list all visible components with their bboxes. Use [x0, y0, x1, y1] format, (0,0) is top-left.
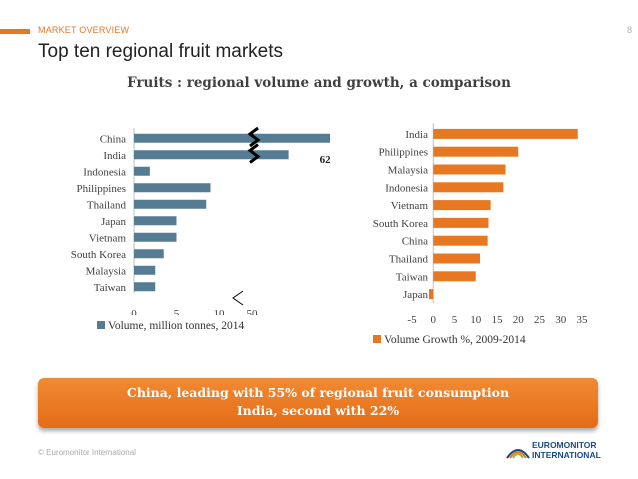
volume-legend: Volume, million tonnes, 2014 — [97, 320, 244, 332]
growth-x-tick--5: -5 — [407, 314, 417, 325]
callout-line-2: India, second with 22% — [236, 403, 400, 418]
volume-category-south-korea: South Korea — [71, 249, 126, 261]
volume-bar-vietnam — [134, 232, 177, 242]
growth-x-tick-25: 25 — [534, 314, 546, 325]
volume-bar-japan — [134, 216, 177, 226]
header-accent-bar — [0, 29, 30, 34]
volume-legend-label: Volume, million tonnes, 2014 — [108, 320, 245, 332]
volume-bar-india — [134, 150, 289, 160]
volume-category-china: China — [100, 133, 126, 145]
volume-bar-philippines — [134, 183, 211, 193]
growth-category-philippines: Philippines — [378, 147, 428, 159]
growth-bar-japan — [429, 289, 434, 300]
growth-x-tick-30: 30 — [555, 314, 567, 325]
growth-bar-vietnam — [433, 200, 491, 211]
section-label: MARKET OVERVIEW — [38, 25, 130, 35]
growth-x-tick-20: 20 — [513, 314, 525, 325]
copyright-footer: © Euromonitor International — [38, 448, 136, 457]
growth-category-thailand: Thailand — [389, 254, 429, 266]
euromonitor-logo: EUROMONITOR INTERNATIONAL — [532, 440, 601, 460]
growth-category-taiwan: Taiwan — [396, 271, 429, 283]
volume-category-vietnam: Vietnam — [89, 232, 127, 244]
volume-x-tick-50: 50 — [247, 308, 259, 315]
key-insight-callout: China, leading with 55% of regional frui… — [38, 378, 598, 428]
logo-line-2: INTERNATIONAL — [532, 450, 601, 460]
volume-category-thailand: Thailand — [87, 199, 127, 211]
growth-bar-south-korea — [433, 217, 489, 228]
growth-category-indonesia: Indonesia — [385, 182, 428, 194]
callout-line-1: China, leading with 55% of regional frui… — [126, 385, 510, 400]
volume-category-philippines: Philippines — [76, 183, 126, 195]
growth-legend-swatch — [373, 335, 381, 343]
growth-bar-indonesia — [433, 182, 504, 193]
growth-category-vietnam: Vietnam — [391, 200, 429, 212]
growth-chart: India Philippines Malaysia Indonesia Vietnam… — [373, 123, 589, 325]
volume-bar-thailand — [134, 199, 207, 209]
volume-category-indonesia: Indonesia — [83, 166, 126, 178]
volume-category-taiwan: Taiwan — [94, 282, 127, 294]
volume-bar-south-korea — [134, 249, 164, 259]
growth-x-tick-10: 10 — [470, 314, 482, 325]
growth-category-south-korea: South Korea — [373, 218, 428, 230]
growth-x-tick-35: 35 — [577, 314, 589, 325]
volume-bar-china — [134, 133, 330, 143]
axis-break-marker — [232, 290, 244, 306]
volume-data-label-1: 62 — [320, 154, 330, 166]
volume-legend-swatch — [97, 321, 105, 329]
growth-category-india: India — [405, 129, 428, 141]
growth-bar-china — [433, 235, 488, 246]
volume-category-india: India — [103, 150, 126, 162]
volume-category-malaysia: Malaysia — [86, 265, 126, 277]
axis-break-squiggle-1 — [247, 143, 261, 164]
growth-category-malaysia: Malaysia — [388, 165, 428, 177]
growth-x-tick-15: 15 — [492, 314, 504, 325]
volume-x-tick-10: 10 — [214, 308, 226, 315]
chart-subtitle: Fruits : regional volume and growth, a c… — [127, 75, 511, 91]
growth-x-tick-0: 0 — [431, 314, 437, 325]
growth-bar-philippines — [433, 146, 519, 157]
growth-bar-india — [433, 128, 578, 139]
volume-bar-indonesia — [134, 166, 150, 176]
euromonitor-logo-icon — [506, 449, 530, 459]
volume-chart: China India Indonesia Philippines Thailand Ja… — [71, 126, 330, 315]
growth-category-japan: Japan — [403, 289, 429, 301]
growth-bar-thailand — [433, 253, 480, 264]
page-number: 8 — [626, 25, 632, 35]
growth-category-china: China — [402, 236, 428, 248]
growth-bar-malaysia — [433, 164, 506, 175]
axis-break-squiggle-0 — [247, 126, 261, 148]
volume-x-tick-5: 5 — [174, 308, 180, 315]
page-title: Top ten regional fruit markets — [38, 41, 284, 62]
volume-category-japan: Japan — [101, 216, 127, 228]
volume-x-tick-0: 0 — [131, 308, 137, 315]
growth-legend-label: Volume Growth %, 2009-2014 — [384, 334, 526, 346]
growth-bar-taiwan — [433, 271, 476, 282]
growth-x-tick-5: 5 — [452, 314, 458, 325]
volume-bar-malaysia — [134, 265, 156, 275]
growth-legend: Volume Growth %, 2009-2014 — [373, 334, 526, 346]
logo-line-1: EUROMONITOR — [532, 440, 597, 450]
volume-bar-taiwan — [134, 282, 156, 292]
